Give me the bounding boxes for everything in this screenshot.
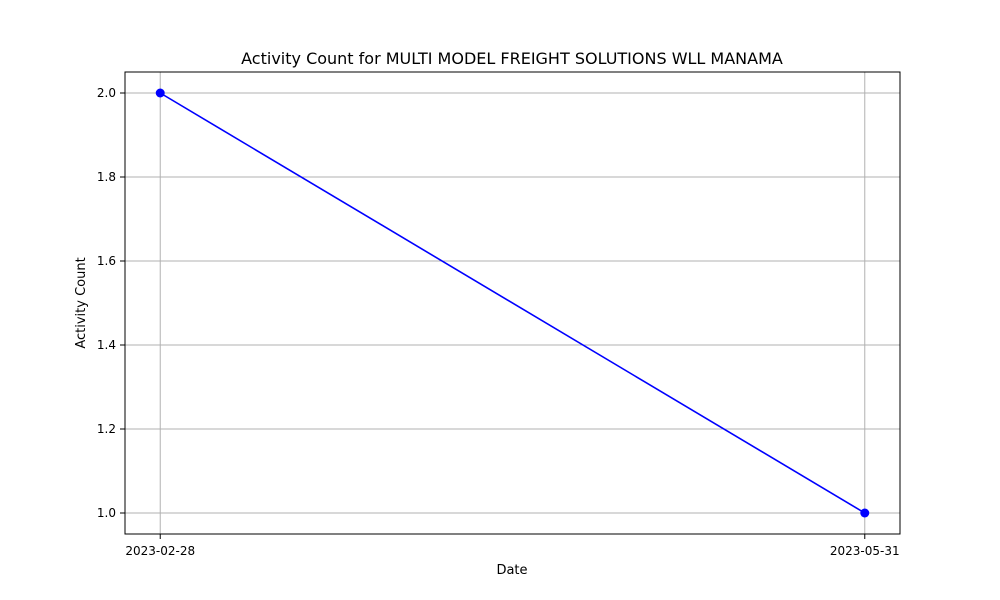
x-axis-label: Date	[496, 563, 527, 578]
plot-frame	[124, 71, 901, 535]
series-line	[159, 92, 866, 514]
x-tick-label: 2023-05-31	[830, 544, 900, 558]
y-axis-label: Activity Count	[74, 257, 89, 348]
grid-lines	[125, 72, 900, 534]
y-tick-label: 1.8	[97, 170, 116, 184]
series-layer	[155, 88, 870, 518]
y-tick-label: 1.2	[97, 422, 116, 436]
y-tick-label: 1.4	[97, 338, 116, 352]
data-point	[155, 88, 165, 98]
chart-title: Activity Count for MULTI MODEL FREIGHT S…	[241, 49, 783, 68]
axis-ticks: 2023-02-28 2023-05-31 1.0 1.2 1.4 1.6 1.8 2.0	[97, 86, 900, 558]
x-tick-label: 2023-02-28	[125, 544, 195, 558]
data-point	[860, 508, 870, 518]
y-tick-label: 1.6	[97, 254, 116, 268]
y-tick-label: 1.0	[97, 506, 116, 520]
y-tick-label: 2.0	[97, 86, 116, 100]
